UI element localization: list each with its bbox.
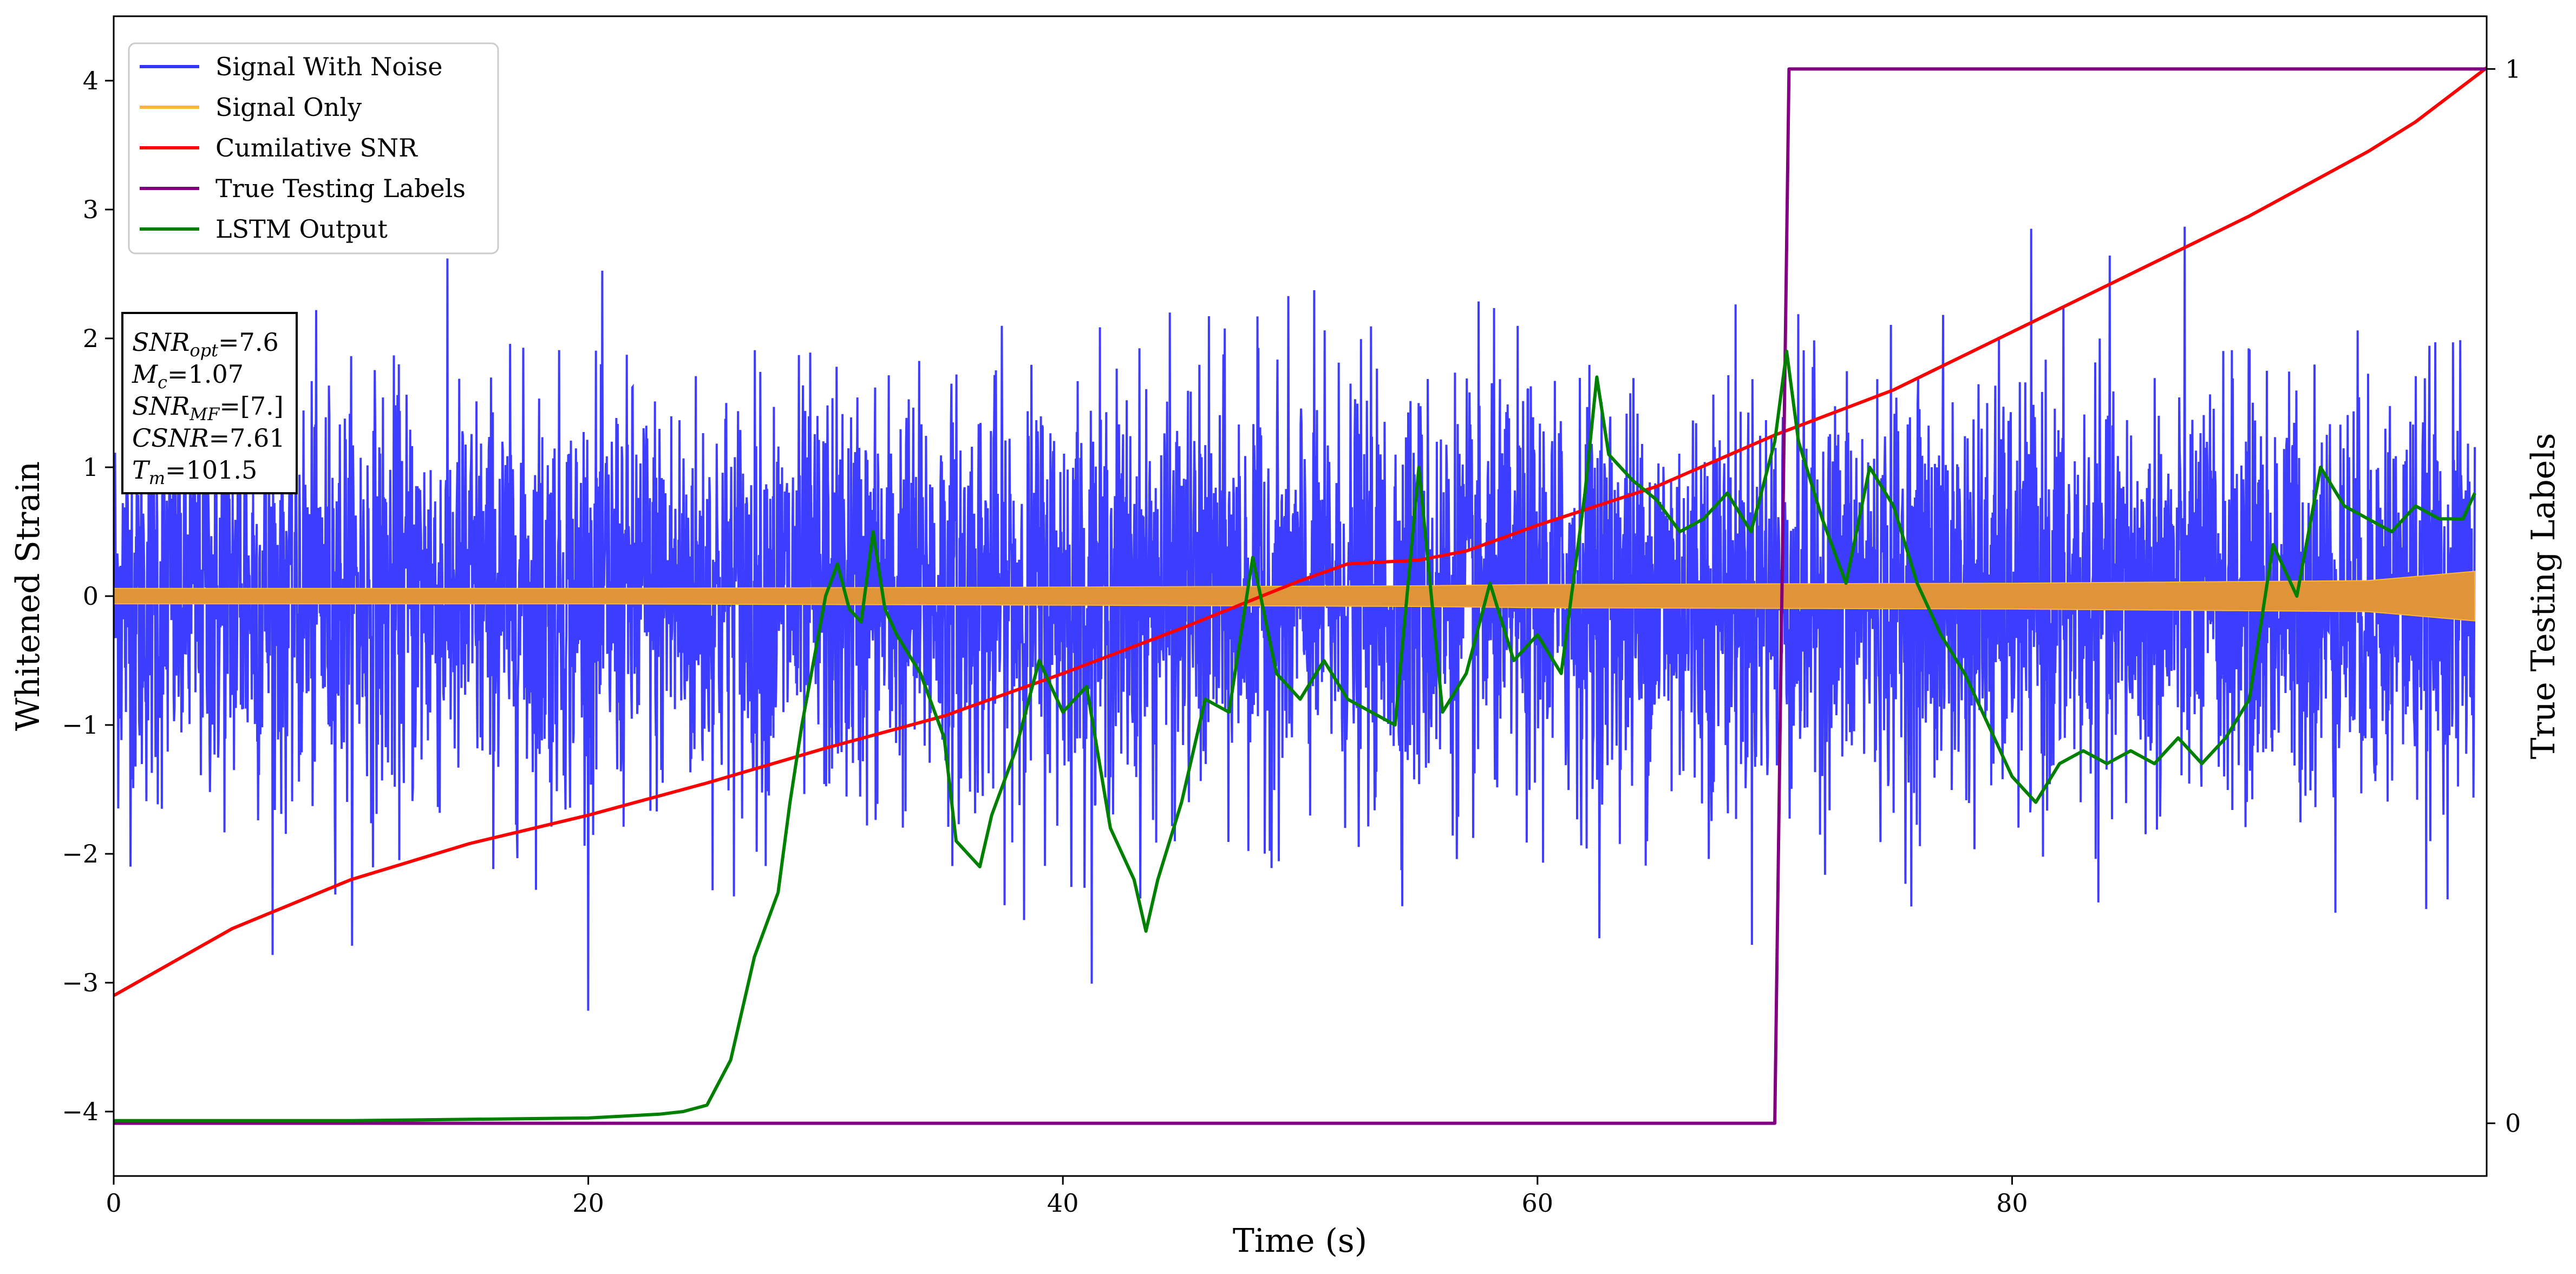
y-tick-label: −1: [62, 710, 99, 740]
x-axis-label: Time (s): [1233, 1222, 1367, 1260]
series-signal-only: [114, 571, 2476, 622]
x-tick-label: 80: [1996, 1188, 2028, 1218]
legend-box: [128, 42, 499, 254]
y2-tick-label: 1: [2505, 54, 2521, 83]
legend-label: LSTM Output: [215, 214, 388, 244]
y-tick-label: 1: [83, 453, 99, 482]
y-tick-label: 0: [83, 582, 99, 611]
x-tick-label: 60: [1522, 1188, 1554, 1218]
legend-label: Cumilative SNR: [215, 133, 418, 162]
x-axis-ticks: 0 20 40 60 80: [106, 1176, 2028, 1218]
info-csnr: CSNR=7.61: [132, 423, 285, 453]
legend-label: Signal Only: [215, 93, 362, 122]
info-m-c: Mc=1.07: [132, 360, 244, 393]
info-box-frame: [121, 312, 298, 494]
y2-axis-ticks: 01: [2487, 54, 2521, 1138]
y-axis-label: Whitened Strain: [9, 461, 47, 731]
x-tick-label: 40: [1047, 1188, 1079, 1218]
y2-tick-label: 0: [2505, 1109, 2521, 1138]
x-tick-label: 20: [572, 1188, 604, 1218]
x-tick-label: 0: [106, 1188, 121, 1218]
legend: Signal With Noise Signal Only Cumilative S…: [128, 42, 499, 254]
y-axis-ticks: −4 −3 −2 −1 0 1 2 3 4: [62, 66, 114, 1126]
y-tick-label: 2: [83, 324, 99, 353]
y-tick-label: 4: [83, 66, 99, 95]
info-t-m: Tm=101.5: [132, 455, 257, 488]
info-box: SNRopt=7.6Mc=1.07SNRMF=[7.]CSNR=7.61Tm=1…: [121, 312, 298, 494]
series-layer: [114, 66, 2487, 1125]
info-snr-mf: SNRMF=[7.]: [132, 391, 284, 424]
y-tick-label: −3: [62, 968, 99, 997]
y2-axis-label: True Testing Labels: [2525, 433, 2562, 760]
series-true-testing-labels: [114, 67, 2487, 1125]
info-snr-opt: SNRopt=7.6: [132, 328, 279, 361]
legend-label: Signal With Noise: [215, 52, 442, 81]
y-tick-label: −2: [62, 839, 99, 868]
legend-label: True Testing Labels: [215, 174, 466, 203]
y-tick-label: −4: [62, 1097, 99, 1126]
series-cumilative-snr: [114, 66, 2487, 997]
series-lstm-output: [114, 349, 2476, 1122]
y-tick-label: 3: [83, 195, 99, 224]
